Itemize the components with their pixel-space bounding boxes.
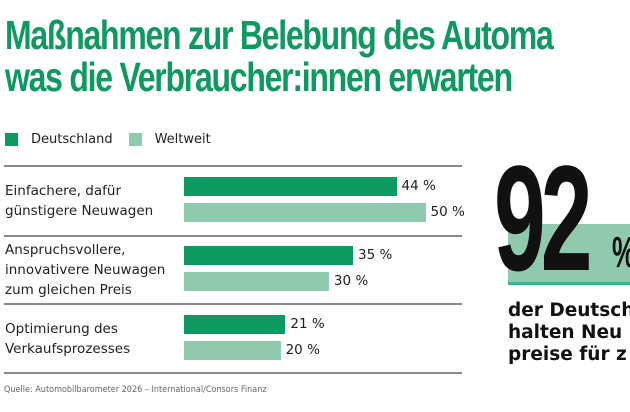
divider-line <box>4 303 462 305</box>
highlight-text-line-3: preise für z <box>508 344 627 365</box>
highlight-number: 92 <box>494 134 592 302</box>
legend-swatch-deutschland <box>5 133 18 146</box>
chart-title: Maßnahmen zur Belebung des Automa was di… <box>5 12 554 100</box>
legend-label-deutschland: Deutschland <box>31 132 113 147</box>
data-label: 50 % <box>430 204 465 220</box>
category-label-line: günstigere Neuwagen <box>5 203 154 219</box>
data-label: 44 % <box>401 178 436 194</box>
legend-item-weltweit: Weltweit <box>128 132 211 147</box>
divider-line <box>4 235 462 237</box>
data-label: 35 % <box>358 247 393 263</box>
title-line-1: Maßnahmen zur Belebung des Automa <box>5 12 554 58</box>
source-note: Quelle: Automobilbarometer 2026 – Intern… <box>4 385 267 395</box>
category-label-line: zum gleichen Preis <box>5 282 132 298</box>
data-label: 20 % <box>285 341 320 358</box>
bar-weltweit <box>184 203 426 222</box>
divider-line <box>4 372 462 374</box>
category-label: Anspruchsvollere, innovativere Neuwagen zu… <box>5 240 165 300</box>
bar-deutschland <box>184 246 354 265</box>
highlight-box <box>508 224 630 285</box>
legend: Deutschland Weltweit <box>5 132 227 147</box>
highlight-text: der Deutsch halten Neu preise für z <box>508 300 630 366</box>
legend-label-weltweit: Weltweit <box>154 132 211 147</box>
category-label-line: Verkaufsprozesses <box>5 340 131 357</box>
category-label-line: Anspruchsvollere, <box>5 242 126 258</box>
highlight-unit: % <box>612 228 630 278</box>
bar-weltweit <box>184 340 281 360</box>
highlight-text-line-2: halten Neu <box>508 322 623 343</box>
title-line-2: was die Verbraucher:innen erwarten <box>5 54 513 100</box>
category-label: Optimierung des Verkaufsprozesses <box>5 319 130 359</box>
bar-deutschland <box>184 177 397 196</box>
category-label-line: Optimierung des <box>5 320 118 337</box>
data-label: 30 % <box>333 273 369 289</box>
highlight-text-line-1: der Deutsch <box>508 300 630 321</box>
category-label-line: innovativere Neuwagen <box>5 262 166 278</box>
data-label: 21 % <box>290 315 325 332</box>
bar-deutschland <box>184 314 286 334</box>
legend-item-deutschland: Deutschland <box>5 132 113 147</box>
bar-weltweit <box>184 272 329 291</box>
category-label-line: Einfachere, dafür <box>5 183 121 199</box>
category-label: Einfachere, dafür günstigere Neuwagen <box>5 181 153 221</box>
divider-line <box>4 165 462 167</box>
legend-swatch-weltweit <box>128 133 142 146</box>
